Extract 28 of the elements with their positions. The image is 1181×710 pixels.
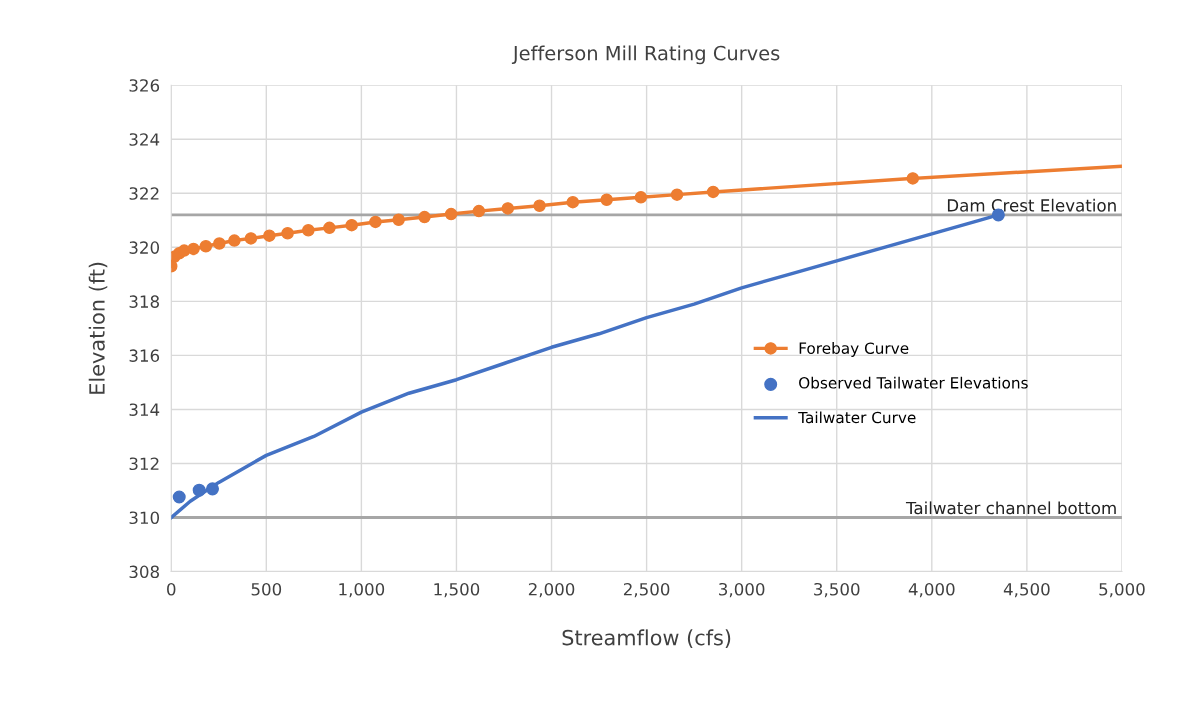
legend-label: Forebay Curve <box>799 342 909 357</box>
y-tick-label: 326 <box>129 79 160 92</box>
x-tick-label: 0 <box>167 582 176 596</box>
x-axis-title: Streamflow (cfs) <box>562 629 731 648</box>
x-tick-label: 3,500 <box>814 582 860 598</box>
x-tick-label: 4,000 <box>908 582 955 598</box>
y-tick-label: 312 <box>129 457 159 471</box>
y-tick-label: 310 <box>129 511 160 525</box>
y-tick-label: 322 <box>129 187 159 200</box>
ref-line-label: Tailwater channel bottom <box>905 501 1116 515</box>
y-tick-label: 316 <box>129 349 160 362</box>
chart-title: Jefferson Mill Rating Curves <box>511 45 780 65</box>
legend-label: Tailwater Curve <box>798 411 916 424</box>
y-tick-label: 320 <box>129 241 160 254</box>
x-tick-label: 2,500 <box>623 582 670 598</box>
x-tick-label: 3,000 <box>719 582 765 598</box>
legend-label: Observed Tailwater Elevations <box>799 376 1028 389</box>
x-tick-label: 5,000 <box>1099 582 1145 598</box>
y-tick-label: 308 <box>129 565 159 579</box>
y-tick-label: 318 <box>129 295 159 308</box>
y-tick-label: 314 <box>129 403 160 416</box>
x-tick-label: 1,500 <box>434 582 480 598</box>
x-tick-label: 1,000 <box>339 582 385 598</box>
x-tick-label: 4,500 <box>1003 582 1050 598</box>
y-axis-title: Elevation (ft) <box>88 262 108 394</box>
y-tick-label: 324 <box>129 133 160 146</box>
x-tick-label: 500 <box>251 582 282 596</box>
x-tick-label: 2,000 <box>528 582 575 598</box>
